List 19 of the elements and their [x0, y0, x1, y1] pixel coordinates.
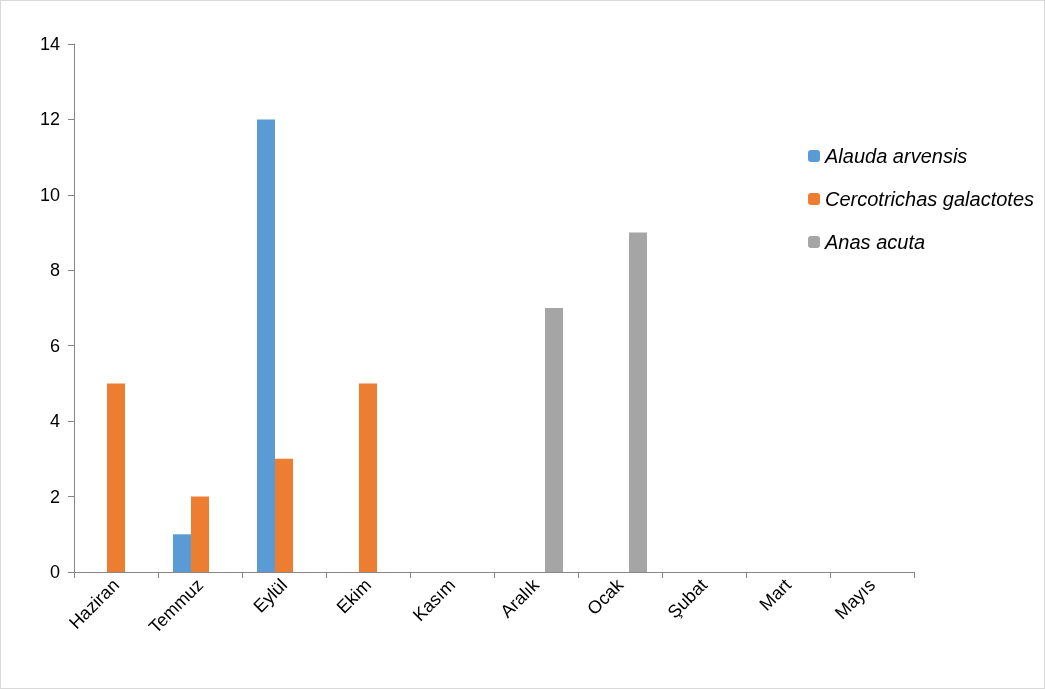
bar: [629, 232, 647, 572]
y-tick-label: 0: [49, 562, 60, 582]
bar: [359, 383, 377, 572]
y-tick-label: 14: [39, 34, 60, 54]
bar: [257, 119, 275, 572]
legend-label: Cercotrichas galactotes: [825, 188, 1034, 210]
y-tick-label: 4: [49, 411, 60, 432]
y-tick-label: 2: [49, 486, 60, 507]
bar: [107, 383, 125, 572]
bar: [275, 458, 293, 572]
y-tick-label: 6: [49, 335, 60, 356]
legend-label: Alauda arvensis: [824, 145, 968, 167]
y-tick-label: 12: [39, 109, 60, 130]
bar: [545, 308, 563, 572]
bar: [173, 534, 191, 572]
y-tick-label: 8: [49, 260, 60, 281]
legend-label: Anas acuta: [824, 231, 926, 253]
bar: [191, 496, 209, 572]
y-tick-label: 10: [39, 184, 60, 205]
